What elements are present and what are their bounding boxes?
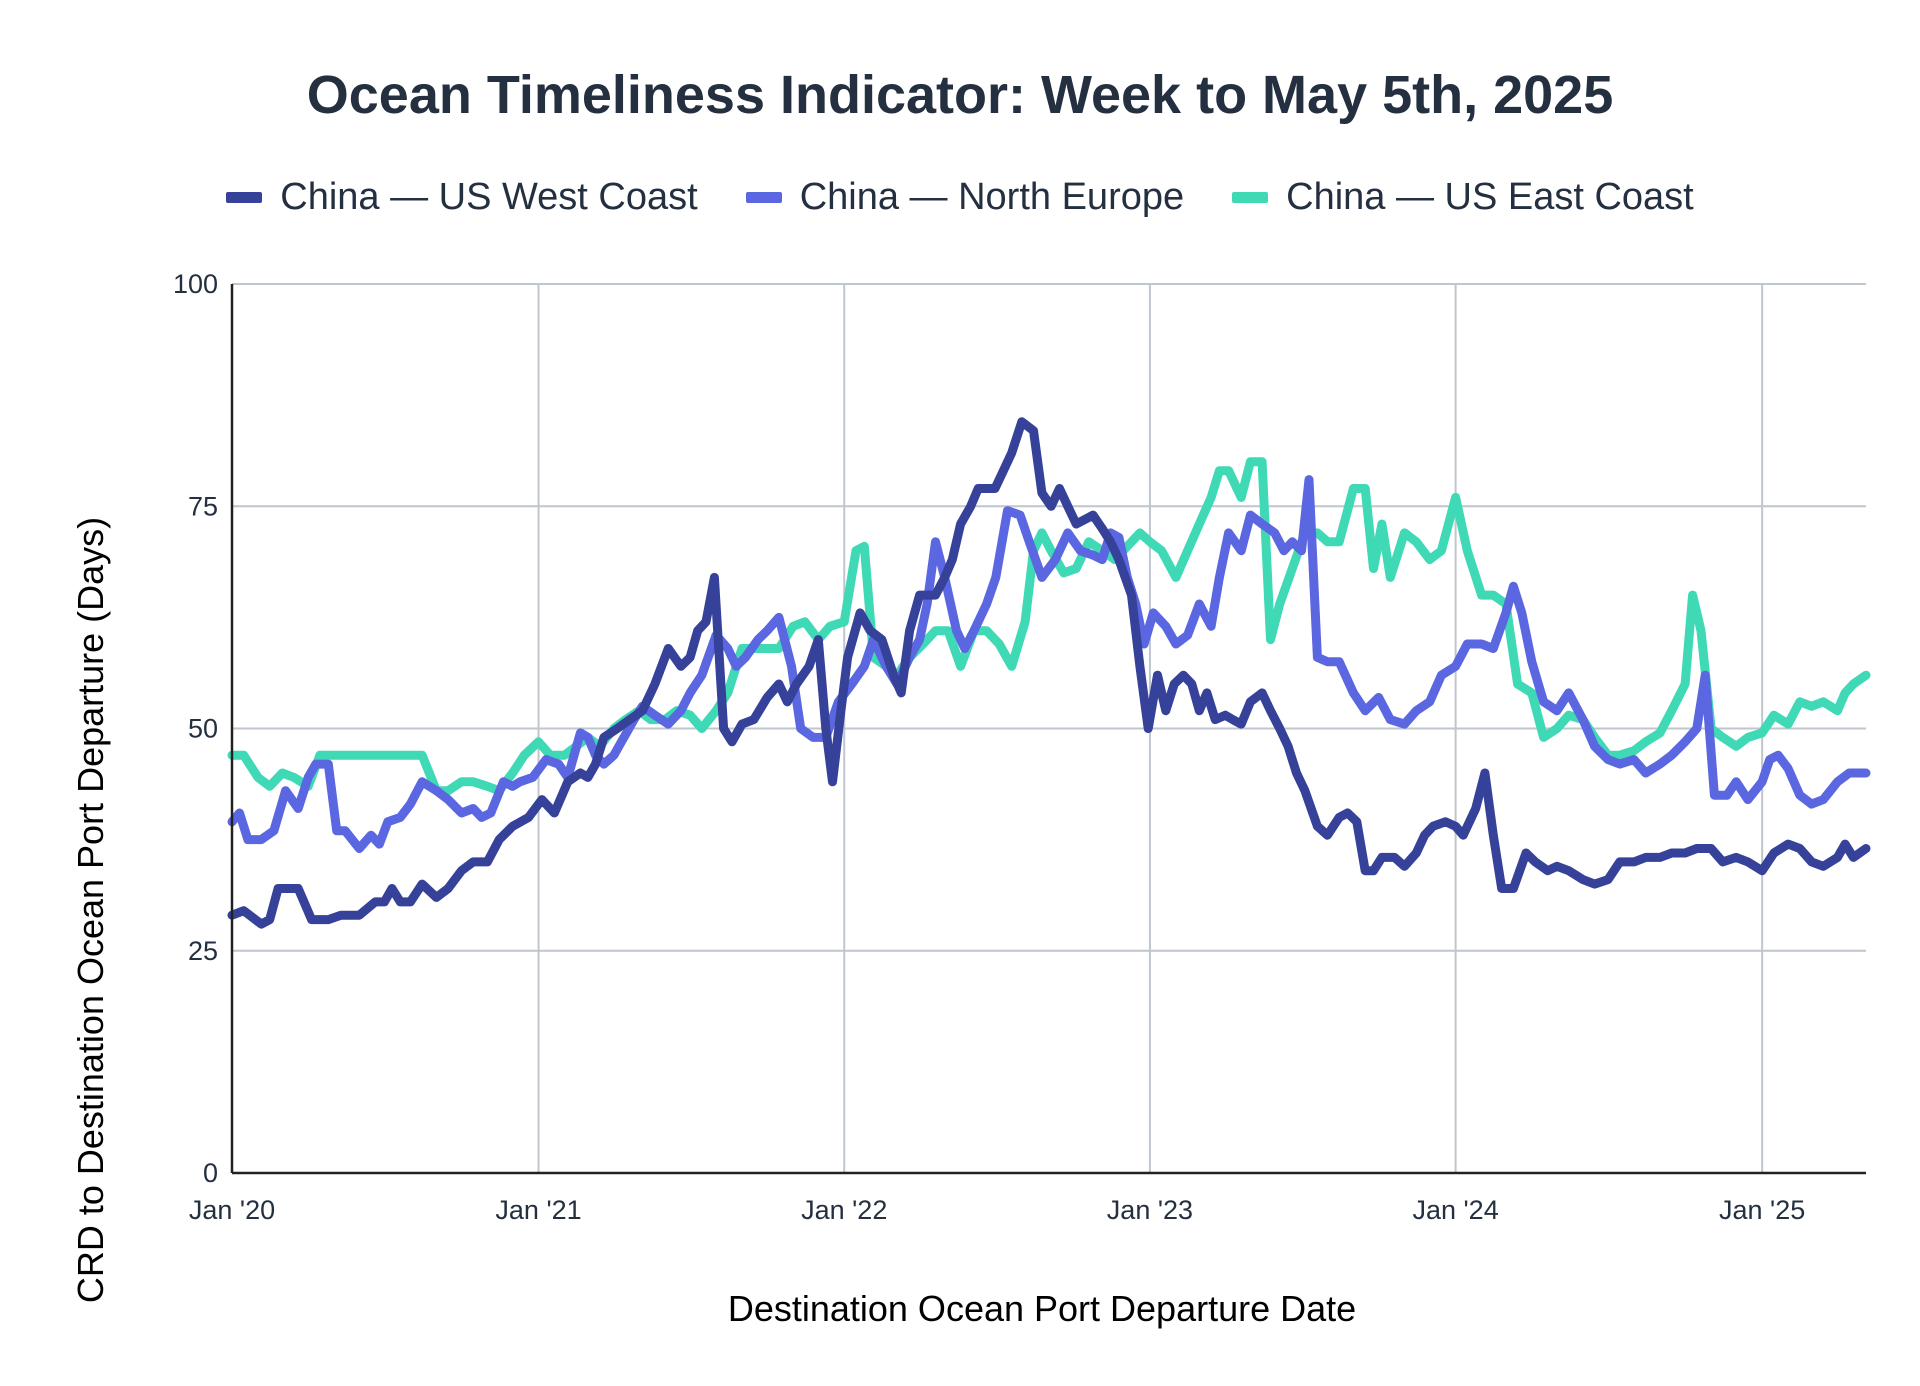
- y-tick-label: 0: [203, 1158, 218, 1188]
- legend-swatch-us-east-coast: [1232, 192, 1269, 203]
- x-tick-label: Jan '24: [1412, 1195, 1498, 1225]
- axes: 0 25 50 75 100 Jan '20 Jan '21 Jan '22 Jan '23 Ja…: [173, 269, 1866, 1225]
- series-line-us-west-coast: [227, 417, 1871, 929]
- y-tick-label: 100: [173, 269, 218, 299]
- y-tick-label: 50: [188, 714, 218, 744]
- x-tick-label: Jan '21: [495, 1195, 581, 1225]
- chart-title: Ocean Timeliness Indicator: Week to May …: [306, 65, 1614, 125]
- x-tick-label: Jan '25: [1719, 1195, 1805, 1225]
- legend-swatch-north-europe: [745, 192, 782, 203]
- grid-lines: [232, 283, 1866, 1173]
- legend-label-us-west-coast: China — US West Coast: [280, 176, 698, 218]
- legend-item-us-west-coast[interactable]: China — US West Coast: [226, 176, 698, 219]
- legend-item-us-east-coast[interactable]: China — US East Coast: [1232, 176, 1694, 219]
- x-tick-label: Jan '22: [801, 1195, 887, 1225]
- y-tick-label: 75: [188, 491, 218, 521]
- legend-label-us-east-coast: China — US East Coast: [1286, 176, 1694, 218]
- legend-item-north-europe[interactable]: China — North Europe: [745, 176, 1185, 219]
- series-line-north-europe: [227, 475, 1871, 853]
- x-tick-label: Jan '20: [189, 1195, 275, 1225]
- legend-label-north-europe: China — North Europe: [799, 176, 1185, 218]
- y-axis-title: CRD to Destination Ocean Port Departure …: [70, 517, 111, 1303]
- series-line-us-east-coast: [227, 457, 1871, 796]
- legend: China — US West Coast China — North Euro…: [0, 176, 1920, 219]
- y-tick-label: 25: [188, 936, 218, 966]
- x-axis-title: Destination Ocean Port Departure Date: [728, 1288, 1356, 1329]
- legend-swatch-us-west-coast: [226, 192, 263, 203]
- x-tick-label: Jan '23: [1107, 1195, 1193, 1225]
- series-lines: [227, 417, 1871, 929]
